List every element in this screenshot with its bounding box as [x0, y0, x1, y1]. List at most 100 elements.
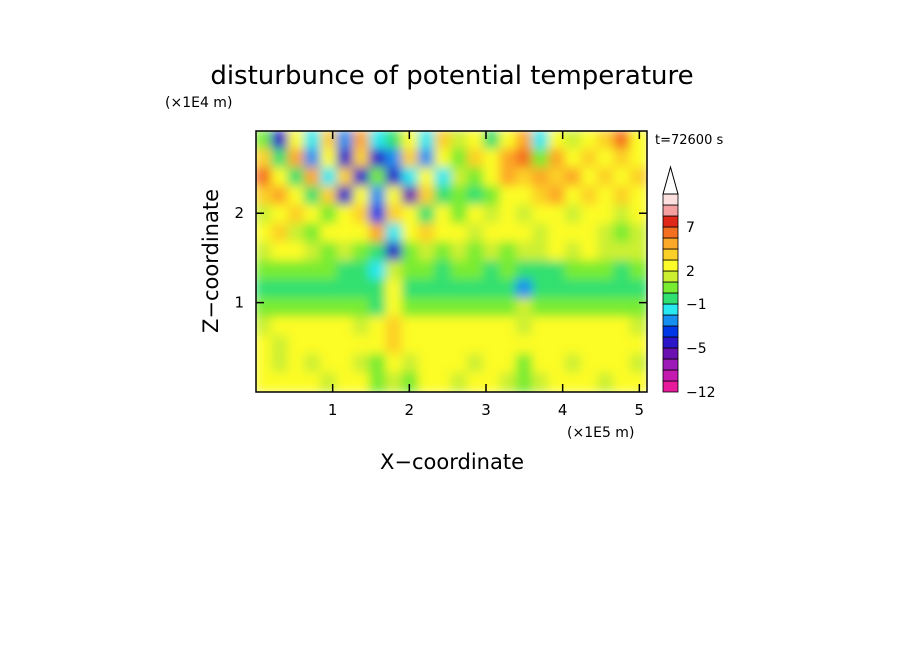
y-axis-unit: (×1E4 m): [165, 95, 232, 111]
heatmap-cell: [385, 131, 404, 151]
x-axis-label: X−coordinate: [380, 450, 524, 474]
x-tick-label: 5: [635, 401, 645, 419]
heatmap-cell: [336, 223, 355, 244]
heatmap-cell: [256, 204, 274, 226]
heatmap-cell: [417, 241, 437, 263]
heatmap-cell: [515, 316, 534, 338]
heatmap-cell: [417, 372, 437, 392]
heatmap-cell: [499, 204, 518, 226]
heatmap-cell: [320, 167, 339, 188]
heatmap-cell: [369, 372, 388, 392]
heatmap-cell: [369, 185, 388, 207]
heatmap-cell: [336, 204, 355, 226]
heatmap-cell: [271, 204, 290, 226]
heatmap-cell: [401, 167, 420, 188]
heatmap-cell: [548, 131, 567, 151]
heatmap-cell: [417, 297, 437, 319]
heatmap-cell: [385, 241, 404, 263]
heatmap-cell: [434, 335, 453, 356]
heatmap-cell: [417, 148, 437, 170]
heatmap-cell: [466, 185, 486, 207]
heatmap-cell: [256, 335, 274, 356]
heatmap-cell: [450, 372, 469, 392]
heatmap-cell: [417, 353, 437, 375]
y-axis-ticks: 12: [234, 204, 647, 312]
heatmap-cell: [450, 241, 469, 263]
heatmap-cells: [256, 131, 647, 392]
heatmap-cell: [271, 148, 290, 170]
colorbar-segment: [662, 347, 679, 360]
heatmap-cell: [336, 148, 355, 170]
heatmap-cell: [401, 223, 420, 244]
y-tick-label: 1: [234, 294, 244, 312]
heatmap-cell: [336, 167, 355, 188]
heatmap-cell: [434, 297, 453, 319]
heatmap-cell: [450, 297, 469, 319]
heatmap-cell: [499, 185, 518, 207]
colorbar-segment: [662, 358, 679, 371]
heatmap-cell: [256, 131, 274, 151]
heatmap-cell: [434, 241, 453, 263]
heatmap-cell: [629, 131, 647, 151]
heatmap-cell: [271, 131, 290, 151]
heatmap-cell: [564, 148, 583, 170]
colorbar-segment: [662, 204, 679, 217]
heatmap-cell: [401, 204, 420, 226]
heatmap-cell: [499, 372, 518, 392]
heatmap-cell: [320, 372, 339, 392]
heatmap-cell: [369, 353, 388, 375]
heatmap-cell: [287, 185, 306, 207]
heatmap-cell: [483, 167, 502, 188]
heatmap-cell: [515, 131, 534, 151]
heatmap-cell: [287, 260, 306, 282]
heatmap-cell: [434, 131, 453, 151]
heatmap-cell: [483, 316, 502, 338]
heatmap-cell: [613, 279, 632, 300]
heatmap-cell: [256, 372, 274, 392]
heatmap-cell: [434, 167, 453, 188]
heatmap-cell: [629, 372, 647, 392]
heatmap-cell: [597, 353, 616, 375]
heatmap-cell: [629, 335, 647, 356]
heatmap-cell: [369, 223, 388, 244]
heatmap-cell: [417, 223, 437, 244]
heatmap-cell: [499, 297, 518, 319]
heatmap-cell: [271, 185, 290, 207]
chart-title: disturbunce of potential temperature: [210, 61, 693, 91]
y-tick-label: 2: [234, 204, 244, 222]
heatmap-cell: [597, 148, 616, 170]
heatmap-cell: [336, 335, 355, 356]
heatmap-cell: [483, 335, 502, 356]
heatmap-cell: [613, 241, 632, 263]
x-axis-ticks: 1 2 3 4 5: [328, 131, 644, 419]
heatmap-cell: [597, 279, 616, 300]
heatmap-cell: [580, 316, 600, 338]
heatmap-cell: [320, 260, 339, 282]
heatmap-cell: [580, 353, 600, 375]
heatmap-cell: [613, 372, 632, 392]
heatmap-cell: [320, 316, 339, 338]
x-tick-label: 2: [405, 401, 415, 419]
heatmap-cell: [450, 223, 469, 244]
heatmap-cell: [629, 167, 647, 188]
heatmap-cell: [303, 185, 323, 207]
heatmap-cell: [352, 185, 372, 207]
heatmap-cell: [450, 167, 469, 188]
heatmap-cell: [450, 260, 469, 282]
colorbar-segment: [662, 325, 679, 338]
heatmap-cell: [385, 223, 404, 244]
x-tick-label: 4: [558, 401, 568, 419]
heatmap-cell: [287, 335, 306, 356]
heatmap-cell: [499, 353, 518, 375]
heatmap-cell: [256, 167, 274, 188]
heatmap-cell: [515, 260, 534, 282]
heatmap-cell: [548, 353, 567, 375]
heatmap-cell: [336, 353, 355, 375]
heatmap-cell: [256, 260, 274, 282]
plot-frame: [255, 130, 648, 393]
heatmap-cell: [287, 241, 306, 263]
heatmap-cell: [401, 335, 420, 356]
heatmap-cell: [613, 316, 632, 338]
heatmap-cell: [369, 241, 388, 263]
heatmap-cell: [434, 223, 453, 244]
